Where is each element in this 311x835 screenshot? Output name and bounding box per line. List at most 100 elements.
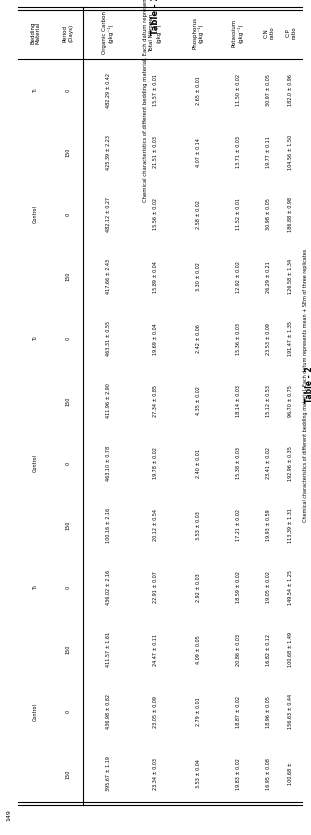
Text: 0: 0	[66, 213, 71, 216]
Text: 22.91 ± 0.07: 22.91 ± 0.07	[153, 571, 158, 604]
Text: 18.14 ± 0.03: 18.14 ± 0.03	[235, 385, 240, 417]
Text: 395.67 ± 1.19: 395.67 ± 1.19	[105, 757, 110, 792]
Text: Table - 2: Table - 2	[151, 0, 160, 35]
Text: 156.63 ± 0.44: 156.63 ± 0.44	[289, 694, 294, 729]
Text: Control: Control	[33, 703, 38, 721]
Text: 150: 150	[66, 645, 71, 655]
Text: 411.96 ± 2.90: 411.96 ± 2.90	[105, 383, 110, 418]
Text: 482.12 ± 0.27: 482.12 ± 0.27	[105, 197, 110, 232]
Text: 11.52 ± 0.01: 11.52 ± 0.01	[235, 199, 240, 230]
Text: 150: 150	[66, 148, 71, 157]
Text: Chemical characteristics of different bedding material. Each datum represents me: Chemical characteristics of different be…	[142, 0, 147, 202]
Text: 19.78 ± 0.02: 19.78 ± 0.02	[153, 448, 158, 479]
Text: 113.39 ± 1.31: 113.39 ± 1.31	[289, 508, 294, 543]
Text: 436.98 ± 0.82: 436.98 ± 0.82	[105, 694, 110, 729]
Text: Total Nitrogen
(gkg⁻¹): Total Nitrogen (gkg⁻¹)	[150, 14, 161, 52]
Text: 482.29 ± 0.42: 482.29 ± 0.42	[105, 73, 110, 108]
Text: 100.68 ±: 100.68 ±	[289, 762, 294, 785]
Text: 2.79 ± 0.01: 2.79 ± 0.01	[196, 697, 201, 726]
Text: 150: 150	[66, 272, 71, 281]
Text: 18.87 ± 0.02: 18.87 ± 0.02	[235, 696, 240, 728]
Text: 20.86 ± 0.03: 20.86 ± 0.03	[235, 634, 240, 665]
Text: 20.12 ± 0.54: 20.12 ± 0.54	[153, 509, 158, 541]
Text: 30.97 ± 0.05: 30.97 ± 0.05	[267, 74, 272, 106]
Text: T₁: T₁	[33, 88, 38, 93]
Text: 126.58 ± 1.34: 126.58 ± 1.34	[289, 259, 294, 294]
Text: 2.65 ± 0.01: 2.65 ± 0.01	[196, 76, 201, 104]
Text: 411.57 ± 1.61: 411.57 ± 1.61	[105, 632, 110, 667]
Text: 463.31 ± 0.55: 463.31 ± 0.55	[105, 321, 110, 357]
Text: 15.12 ± 0.53: 15.12 ± 0.53	[267, 385, 272, 417]
Text: T₃: T₃	[33, 584, 38, 590]
Text: 463.10 ± 0.78: 463.10 ± 0.78	[105, 446, 110, 481]
Text: 0: 0	[66, 462, 71, 464]
Text: 149: 149	[7, 809, 12, 821]
Text: 2.42 ± 0.06: 2.42 ± 0.06	[196, 324, 201, 353]
Text: 150: 150	[66, 397, 71, 406]
Text: 0: 0	[66, 711, 71, 713]
Text: 12.92 ± 0.02: 12.92 ± 0.02	[235, 261, 240, 292]
Text: 96.70 ± 0.75: 96.70 ± 0.75	[289, 385, 294, 417]
Text: 24.47 ± 0.11: 24.47 ± 0.11	[153, 634, 158, 665]
Text: 19.77 ± 0.11: 19.77 ± 0.11	[267, 136, 272, 168]
Text: 192.96 ± 0.35: 192.96 ± 0.35	[289, 446, 294, 480]
Text: 15.89 ± 0.04: 15.89 ± 0.04	[153, 261, 158, 292]
Text: 11.50 ± 0.02: 11.50 ± 0.02	[235, 74, 240, 106]
Text: 15.38 ± 0.03: 15.38 ± 0.03	[235, 447, 240, 479]
Text: 23.41 ± 0.02: 23.41 ± 0.02	[267, 447, 272, 479]
Text: 186.88 ± 0.98: 186.88 ± 0.98	[289, 197, 294, 232]
Text: 417.66 ± 2.43: 417.66 ± 2.43	[105, 259, 110, 294]
Text: C:P
ratio: C:P ratio	[285, 27, 296, 39]
Text: 13.71 ± 0.03: 13.71 ± 0.03	[235, 136, 240, 168]
Text: 150: 150	[66, 520, 71, 530]
Text: 2.92 ± 0.03: 2.92 ± 0.03	[196, 573, 201, 602]
Text: 104.56 ± 1.50: 104.56 ± 1.50	[289, 134, 294, 170]
Text: Chemical characteristics of different bedding material. Each datum represents me: Chemical characteristics of different be…	[304, 248, 309, 522]
Text: 19.93 ± 0.59: 19.93 ± 0.59	[267, 509, 272, 541]
Text: 18.96 ± 0.05: 18.96 ± 0.05	[267, 696, 272, 727]
Text: 17.21 ± 0.02: 17.21 ± 0.02	[235, 509, 240, 541]
Text: 18.59 ± 0.02: 18.59 ± 0.02	[235, 571, 240, 604]
Text: Control: Control	[33, 454, 38, 472]
Text: 27.34 ± 0.85: 27.34 ± 0.85	[153, 385, 158, 417]
Text: 16.95 ± 0.08: 16.95 ± 0.08	[267, 758, 272, 790]
Text: 150: 150	[66, 769, 71, 778]
Text: 19.69 ± 0.04: 19.69 ± 0.04	[153, 323, 158, 355]
Text: 15.36 ± 0.03: 15.36 ± 0.03	[235, 323, 240, 355]
Text: 3.30 ± 0.02: 3.30 ± 0.02	[196, 262, 201, 291]
Text: 15.57 ± 0.01: 15.57 ± 0.01	[153, 74, 158, 106]
Text: 21.51 ± 0.03: 21.51 ± 0.03	[153, 136, 158, 168]
Text: 425.39 ± 2.23: 425.39 ± 2.23	[105, 134, 110, 170]
Text: 4.07 ± 0.14: 4.07 ± 0.14	[196, 138, 201, 167]
Text: 23.34 ± 0.03: 23.34 ± 0.03	[153, 758, 158, 790]
Text: 2.58 ± 0.02: 2.58 ± 0.02	[196, 200, 201, 229]
Text: 100.68 ± 1.49: 100.68 ± 1.49	[289, 632, 294, 667]
Text: Period
(Days): Period (Days)	[63, 24, 73, 42]
Text: 30.98 ± 0.05: 30.98 ± 0.05	[267, 199, 272, 230]
Text: 19.83 ± 0.02: 19.83 ± 0.02	[235, 758, 240, 790]
Text: 19.05 ± 0.02: 19.05 ± 0.02	[267, 571, 272, 604]
Text: 2.40 ± 0.01: 2.40 ± 0.01	[196, 448, 201, 478]
Text: Potassium
(gkg⁻¹): Potassium (gkg⁻¹)	[232, 19, 244, 47]
Text: Phosphorus
(gkg⁻¹): Phosphorus (gkg⁻¹)	[192, 17, 204, 49]
Text: 149.54 ± 1.25: 149.54 ± 1.25	[289, 570, 294, 605]
Text: 3.53 ± 0.04: 3.53 ± 0.04	[196, 760, 201, 788]
Text: 436.02 ± 2.16: 436.02 ± 2.16	[105, 569, 110, 605]
Text: 191.47 ± 1.35: 191.47 ± 1.35	[289, 321, 294, 357]
Text: 16.82 ± 0.12: 16.82 ± 0.12	[267, 634, 272, 665]
Text: Table - 2: Table - 2	[305, 367, 311, 403]
Text: 23.53 ± 0.09: 23.53 ± 0.09	[267, 323, 272, 355]
Text: Organic Carbon
(gkg⁻¹): Organic Carbon (gkg⁻¹)	[102, 12, 114, 54]
Text: Control: Control	[33, 205, 38, 223]
Text: 4.09 ± 0.05: 4.09 ± 0.05	[196, 635, 201, 664]
Text: 100.16 ± 2.16: 100.16 ± 2.16	[105, 508, 110, 543]
Text: 4.35 ± 0.02: 4.35 ± 0.02	[196, 387, 201, 415]
Text: Bedding
Material: Bedding Material	[30, 22, 41, 44]
Text: 0: 0	[66, 586, 71, 589]
Text: 3.53 ± 0.03: 3.53 ± 0.03	[196, 511, 201, 539]
Text: 15.56 ± 0.02: 15.56 ± 0.02	[153, 199, 158, 230]
Text: 182.0 ± 0.96: 182.0 ± 0.96	[289, 74, 294, 106]
Text: 0: 0	[66, 89, 71, 92]
Text: 26.29 ± 0.21: 26.29 ± 0.21	[267, 261, 272, 292]
Text: 0: 0	[66, 337, 71, 341]
